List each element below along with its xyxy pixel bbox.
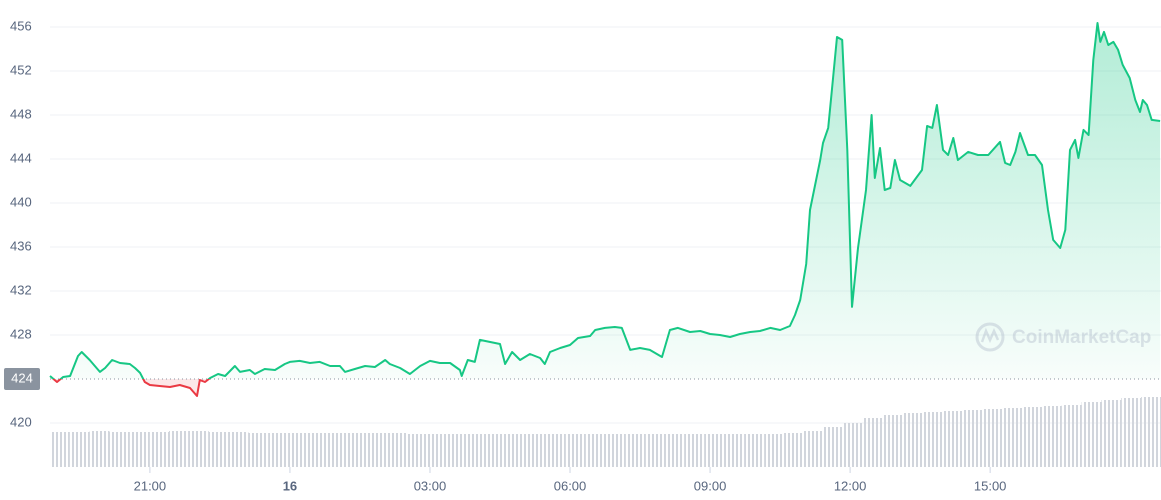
- volume-bar: [149, 432, 170, 467]
- volume-bar: [188, 431, 209, 467]
- volume-bar: [684, 434, 705, 467]
- volume-bar: [506, 434, 527, 467]
- watermark-logo: [975, 322, 1005, 352]
- volume-bar: [1041, 406, 1062, 467]
- volume-bar: [1101, 400, 1122, 467]
- y-tick-label: 420: [10, 414, 32, 429]
- x-tick-label: 15:00: [974, 478, 1007, 493]
- price-line: [49, 22, 1161, 397]
- volume-bar: [704, 434, 725, 467]
- reference-label: 424: [11, 370, 33, 385]
- volume-bar: [407, 434, 427, 467]
- watermark: CoinMarketCap: [975, 322, 1151, 352]
- x-tick-label: 09:00: [694, 478, 727, 493]
- volume-bar: [367, 433, 388, 467]
- volume-bar: [1141, 397, 1161, 467]
- volume-bar: [883, 415, 904, 467]
- volume-bar: [942, 411, 963, 467]
- x-tick-label: 21:00: [134, 478, 167, 493]
- volume-bar: [545, 434, 566, 467]
- volume-bar: [1061, 405, 1082, 467]
- x-tick-label: 12:00: [834, 478, 867, 493]
- y-tick-label: 452: [10, 62, 32, 77]
- y-tick-label: 432: [10, 282, 32, 297]
- volume-bar: [962, 410, 983, 467]
- volume-bar: [803, 431, 824, 467]
- volume-bar: [228, 432, 249, 467]
- volume-bar: [526, 434, 546, 467]
- volume-bar: [665, 434, 685, 467]
- volume-bar: [843, 423, 864, 467]
- watermark-text: CoinMarketCap: [1012, 327, 1151, 348]
- volume-bar: [784, 433, 804, 467]
- y-tick-label: 456: [10, 18, 32, 33]
- volume-bar: [724, 434, 745, 467]
- volume-bar: [288, 433, 308, 467]
- volume-bar: [863, 418, 884, 467]
- volume-bar: [744, 434, 765, 467]
- volume-bar: [307, 433, 328, 467]
- price-area: [50, 23, 1161, 396]
- volume-bar: [347, 433, 368, 467]
- volume-bar: [645, 434, 666, 467]
- volume-bar: [625, 434, 646, 467]
- y-tick-label: 436: [10, 238, 32, 253]
- x-tick-label: 06:00: [554, 478, 587, 493]
- volume-bar: [69, 432, 90, 467]
- volume-bar: [248, 433, 269, 467]
- volume-bar: [605, 434, 626, 467]
- volume-bar: [1121, 398, 1142, 467]
- volume-bar: [466, 434, 487, 467]
- volume-bar: [89, 431, 110, 467]
- volume-bar: [1002, 408, 1023, 467]
- y-tick-label: 444: [10, 150, 32, 165]
- volume-bar: [50, 432, 70, 467]
- watermark-logo-mark: [980, 327, 1000, 344]
- x-tick-label: 16: [283, 478, 297, 493]
- volume-bar: [387, 433, 408, 467]
- y-tick-label: 428: [10, 326, 32, 341]
- volume-bar: [922, 412, 943, 467]
- volume-bar: [982, 409, 1003, 467]
- volume-bar: [169, 431, 189, 467]
- volume-bar: [565, 434, 586, 467]
- y-tick-label: 448: [10, 106, 32, 121]
- volume-bar: [426, 434, 447, 467]
- volume-bar: [109, 432, 130, 467]
- volume-bar: [823, 427, 844, 467]
- y-tick-label: 440: [10, 194, 32, 209]
- volume-bar: [1022, 407, 1042, 467]
- volume-bar: [585, 434, 606, 467]
- volume-bar: [486, 434, 507, 467]
- volume-bar: [903, 413, 923, 467]
- volume-bar: [446, 434, 467, 467]
- x-tick-label: 03:00: [414, 478, 447, 493]
- volume-bar: [129, 432, 150, 467]
- volume-bar: [208, 432, 229, 467]
- volume-bar: [1081, 402, 1102, 467]
- volume-bar: [764, 434, 785, 467]
- volume-bar: [327, 433, 348, 467]
- volume-bar: [268, 433, 289, 467]
- reference-badge: [4, 367, 40, 390]
